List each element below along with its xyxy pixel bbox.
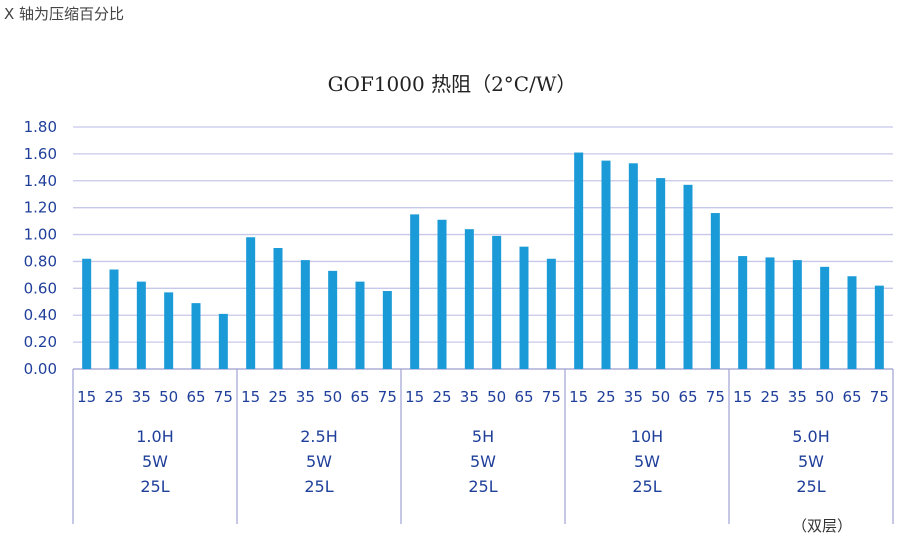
group-label: 25L — [468, 477, 497, 496]
x-tick-label: 35 — [460, 388, 479, 406]
group-label: 25L — [140, 477, 169, 496]
group-label: 5W — [142, 452, 168, 471]
bar — [191, 303, 201, 369]
bar — [601, 160, 611, 369]
bar — [410, 214, 420, 369]
x-tick-label: 25 — [104, 388, 123, 406]
x-tick-label: 35 — [296, 388, 315, 406]
bar — [874, 285, 884, 369]
group-label: 2.5H — [300, 427, 337, 446]
y-tick-label: 0.00 — [24, 360, 57, 378]
group-label: 5H — [472, 427, 494, 446]
bar — [574, 152, 584, 369]
x-tick-label: 35 — [624, 388, 643, 406]
y-tick-label: 0.60 — [24, 279, 57, 297]
x-tick-label: 50 — [323, 388, 342, 406]
y-tick-label: 1.20 — [24, 199, 57, 217]
bar — [546, 258, 556, 369]
bar — [164, 292, 174, 369]
bar — [382, 291, 392, 369]
bar — [273, 248, 283, 369]
y-tick-label: 1.40 — [24, 172, 57, 190]
x-tick-label: 15 — [241, 388, 260, 406]
bar — [683, 184, 693, 369]
group-label: 5W — [470, 452, 496, 471]
bar — [765, 257, 775, 369]
bar — [437, 219, 447, 369]
group-label: 10H — [631, 427, 663, 446]
x-tick-label: 15 — [569, 388, 588, 406]
group-label: 5W — [798, 452, 824, 471]
axis-note: X 轴为压缩百分比 — [4, 5, 125, 23]
bar — [218, 313, 228, 369]
bar — [492, 235, 502, 369]
x-tick-label: 25 — [268, 388, 287, 406]
x-tick-label: 75 — [870, 388, 889, 406]
y-tick-label: 0.80 — [24, 252, 57, 270]
x-tick-label: 65 — [842, 388, 861, 406]
bar — [656, 178, 666, 369]
bar — [710, 213, 720, 369]
x-tick-label: 25 — [432, 388, 451, 406]
bar — [246, 237, 256, 369]
bar — [355, 281, 365, 369]
y-tick-label: 1.00 — [24, 226, 57, 244]
bar — [82, 258, 92, 369]
x-tick-label: 65 — [350, 388, 369, 406]
y-tick-label: 1.80 — [24, 118, 57, 136]
x-tick-label: 50 — [159, 388, 178, 406]
x-tick-label: 65 — [514, 388, 533, 406]
x-tick-label: 15 — [733, 388, 752, 406]
bar — [847, 276, 857, 369]
x-tick-label: 75 — [706, 388, 725, 406]
x-tick-label: 75 — [378, 388, 397, 406]
x-tick-label: 35 — [132, 388, 151, 406]
bar — [519, 246, 529, 369]
bar — [792, 260, 802, 369]
x-tick-label: 75 — [214, 388, 233, 406]
bar — [628, 163, 638, 369]
x-tick-label: 35 — [788, 388, 807, 406]
x-tick-label: 50 — [487, 388, 506, 406]
bar — [820, 266, 830, 369]
x-tick-label: 75 — [542, 388, 561, 406]
bar — [136, 281, 146, 369]
group-label: 5W — [306, 452, 332, 471]
group-label: 1.0H — [136, 427, 173, 446]
x-tick-label: 15 — [77, 388, 96, 406]
group-label: 5W — [634, 452, 660, 471]
bar — [738, 256, 748, 369]
y-tick-label: 1.60 — [24, 145, 57, 163]
y-tick-label: 0.40 — [24, 306, 57, 324]
x-tick-label: 25 — [596, 388, 615, 406]
bar — [300, 260, 310, 369]
x-tick-label: 65 — [678, 388, 697, 406]
bar — [109, 269, 119, 369]
y-tick-label: 0.20 — [24, 333, 57, 351]
chart-title: GOF1000 热阻（2°C/W） — [327, 72, 577, 96]
group-label: 25L — [796, 477, 825, 496]
layer-note: （双层） — [792, 517, 853, 535]
group-label: 5.0H — [792, 427, 829, 446]
bar — [464, 229, 474, 369]
x-tick-label: 25 — [760, 388, 779, 406]
group-label: 25L — [304, 477, 333, 496]
bar — [328, 270, 338, 369]
x-tick-label: 65 — [186, 388, 205, 406]
x-tick-label: 50 — [815, 388, 834, 406]
group-label: 25L — [632, 477, 661, 496]
x-tick-label: 50 — [651, 388, 670, 406]
x-tick-label: 15 — [405, 388, 424, 406]
